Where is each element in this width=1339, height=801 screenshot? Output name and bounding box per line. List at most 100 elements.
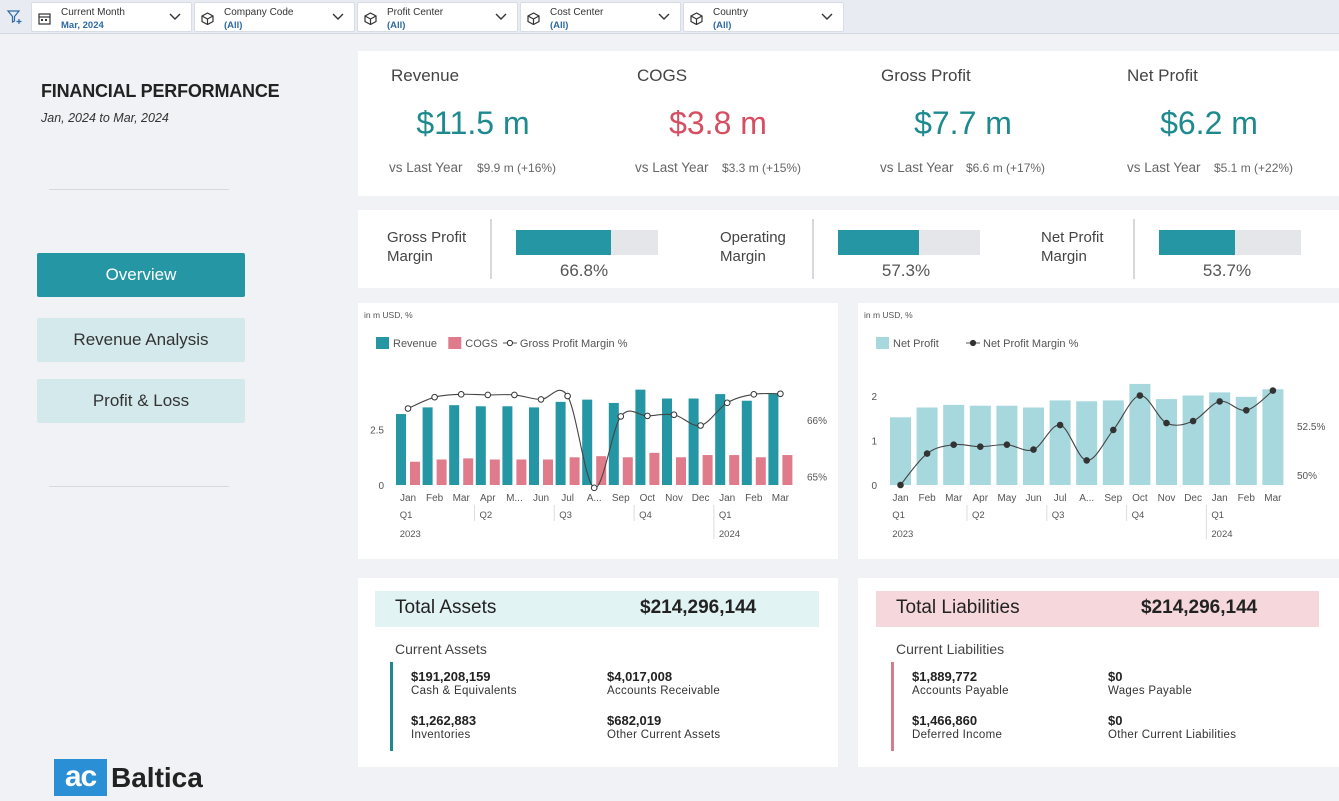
bar-revenue — [449, 405, 460, 485]
bar-cogs — [596, 456, 607, 485]
margin-label-line1: Gross Profit — [387, 229, 467, 246]
legend-label: COGS — [465, 338, 497, 350]
bar-net-profit — [1102, 400, 1124, 485]
x-tick-label: Mar — [945, 493, 963, 504]
bar-net-profit — [1209, 392, 1231, 485]
year-label: 2024 — [719, 529, 740, 540]
nav-overview-button[interactable]: Overview — [37, 253, 245, 297]
filter-current-month[interactable]: Current Month Mar, 2024 — [31, 2, 192, 32]
margin-point — [897, 481, 904, 489]
nav-profit-loss-button[interactable]: Profit & Loss — [37, 379, 245, 423]
nav-revenue-analysis-button[interactable]: Revenue Analysis — [37, 318, 245, 362]
margin-point — [484, 391, 492, 399]
asset-label: Inventories — [411, 729, 471, 741]
y-tick-label: 2.5 — [370, 426, 384, 437]
margin-point — [697, 422, 704, 429]
filter-bar: Current Month Mar, 2024 Company Code (Al… — [0, 0, 1339, 34]
quarter-label: Q1 — [1211, 510, 1224, 521]
bar-cogs — [702, 455, 713, 485]
kpi-vs-label: vs Last Year — [880, 160, 954, 175]
margin-label: Gross Profit Margin — [387, 228, 466, 266]
margin-label: Operating Margin — [720, 228, 786, 266]
quarter-label: Q1 — [892, 510, 905, 521]
asset-value: $191,208,159 — [411, 669, 491, 684]
x-tick-label: Jan — [1212, 493, 1228, 504]
legend-label: Revenue — [393, 338, 437, 350]
operating-margin-bar — [838, 230, 980, 255]
quarter-label: Q3 — [559, 510, 572, 521]
year-label: 2024 — [1211, 529, 1232, 540]
filter-cost-center[interactable]: Cost Center (All) — [520, 2, 681, 32]
bar-net-profit — [1023, 407, 1044, 485]
bar-revenue — [688, 398, 699, 485]
chevron-down-icon[interactable] — [332, 13, 344, 21]
filter-label: Current Month — [61, 7, 125, 18]
margin-point — [1030, 446, 1037, 453]
bar-net-profit — [890, 417, 911, 485]
kpi-prev-value: $3.3 m (+15%) — [722, 161, 802, 175]
kpi-prev-value: $5.1 m (+22%) — [1214, 161, 1294, 175]
chevron-down-icon[interactable] — [169, 13, 181, 21]
margin-label-line2: Margin — [720, 248, 766, 265]
liability-value: $0 — [1108, 669, 1123, 684]
kpi-vs-label: vs Last Year — [635, 160, 709, 175]
bar-revenue — [396, 414, 406, 485]
chevron-down-icon[interactable] — [821, 13, 833, 21]
cube-icon — [364, 12, 377, 25]
margin-point — [1136, 392, 1144, 399]
filter-profit-center[interactable]: Profit Center (All) — [357, 2, 518, 32]
x-tick-label: Jul — [561, 493, 574, 504]
asset-label: Cash & Equivalents — [411, 685, 517, 697]
margin-point — [1216, 398, 1224, 405]
kpi-title: Gross Profit — [881, 66, 971, 85]
liabilities-subtitle: Current Liabilities — [896, 641, 1005, 657]
margin-label: Net Profit Margin — [1041, 228, 1104, 266]
chevron-down-icon[interactable] — [658, 13, 670, 21]
margin-point — [1110, 426, 1117, 434]
kpi-revenue: Revenue $11.5 m vs Last Year $9.9 m (+16… — [358, 51, 603, 196]
bar-revenue — [715, 394, 726, 485]
liability-label: Other Current Liabilities — [1108, 729, 1237, 741]
bar-cogs — [569, 457, 580, 485]
filter-label: Country — [713, 7, 749, 18]
y-tick-label: 2 — [871, 392, 877, 403]
margin-point — [1243, 406, 1250, 414]
kpi-gross-profit: Gross Profit $7.7 m vs Last Year $6.6 m … — [848, 51, 1093, 196]
filter-company-code[interactable]: Company Code (All) — [194, 2, 355, 32]
x-tick-label: Jun — [533, 493, 549, 504]
revenue-cogs-chart: in m USD, % Revenue COGS Gross Profit Margi… — [364, 310, 827, 540]
margin-value: 53.7% — [1202, 261, 1252, 280]
x-tick-label: Feb — [745, 493, 763, 504]
x-tick-label: Sep — [612, 493, 630, 504]
quarter-label: Q3 — [1052, 510, 1065, 521]
year-label: 2023 — [400, 529, 421, 540]
asset-value: $1,262,883 — [411, 713, 477, 728]
bar-net-profit — [1156, 399, 1177, 485]
y2-tick-label: 65% — [807, 473, 827, 484]
x-tick-label: Apr — [973, 493, 989, 504]
liability-value: $0 — [1108, 713, 1123, 728]
kpi-net-profit: Net Profit $6.2 m vs Last Year $5.1 m (+… — [1094, 51, 1339, 196]
bar-net-profit — [1129, 383, 1151, 485]
company-logo: ac Baltica — [54, 759, 214, 797]
margin-point — [431, 393, 438, 401]
y2-tick-label: 66% — [807, 416, 827, 427]
liability-label: Deferred Income — [912, 729, 1003, 741]
bar-cogs — [729, 455, 740, 485]
chevron-down-icon[interactable] — [495, 13, 507, 21]
filter-country[interactable]: Country (All) — [683, 2, 844, 32]
margin-bar-fill — [1159, 230, 1236, 255]
liability-label: Wages Payable — [1108, 685, 1193, 697]
margin-value: 57.3% — [881, 261, 931, 280]
cube-icon — [527, 12, 540, 25]
filter-add-icon[interactable] — [6, 8, 24, 26]
margin-point — [1163, 419, 1170, 427]
assets-subtitle: Current Assets — [395, 641, 487, 657]
y-tick-label: 0 — [378, 481, 384, 492]
margin-point — [617, 413, 625, 420]
legend-swatch — [448, 337, 462, 349]
quarter-label: Q4 — [639, 510, 652, 521]
margin-point — [750, 391, 758, 398]
legend-swatch — [876, 337, 889, 349]
liability-value: $1,466,860 — [912, 713, 978, 728]
